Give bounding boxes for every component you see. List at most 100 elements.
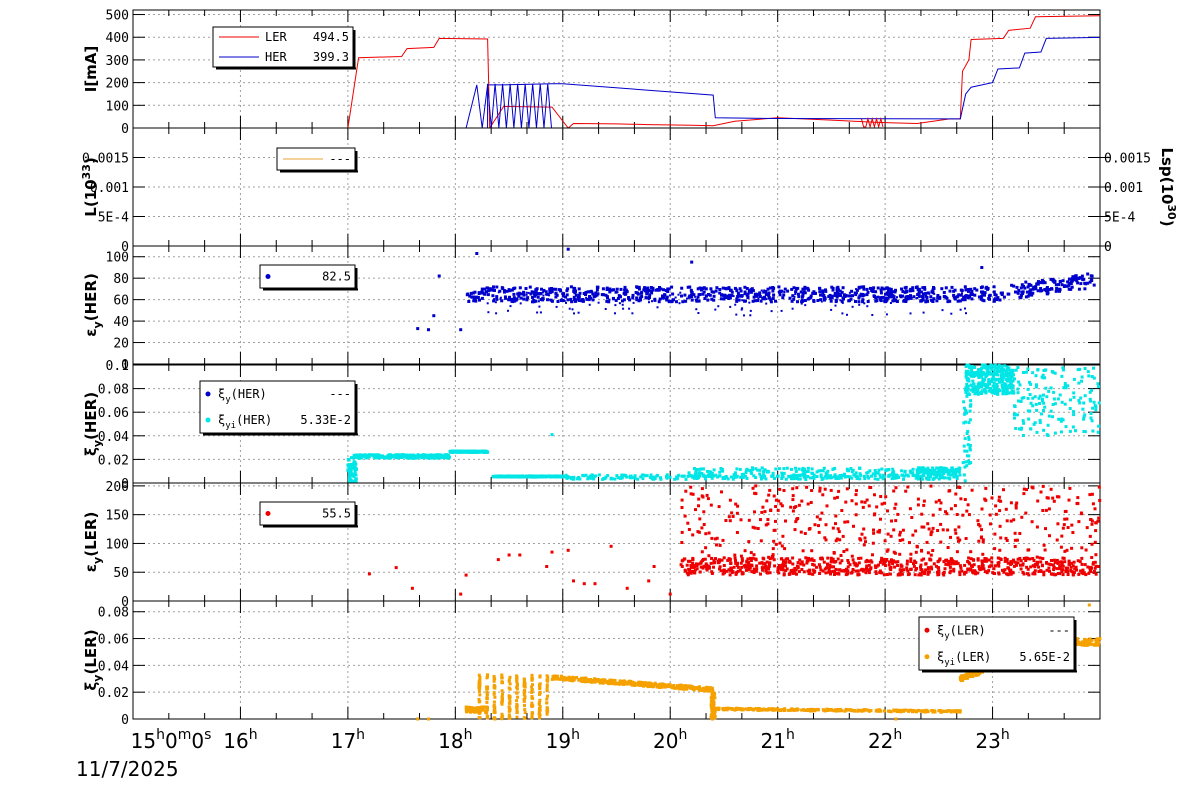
xi-her-point — [991, 368, 994, 371]
emit-ler-point — [792, 569, 795, 572]
emit-ler-point — [710, 537, 713, 540]
xi-her-point — [745, 469, 748, 472]
xi-her-point — [957, 471, 960, 474]
xi-her-point — [866, 475, 869, 478]
emit-ler-point — [859, 557, 862, 560]
legend-value: 82.5 — [322, 270, 351, 284]
emit-her-point — [589, 304, 591, 306]
emit-ler-point — [937, 566, 940, 569]
xi-her-point — [988, 373, 991, 376]
xi-her-point — [942, 467, 945, 470]
xi-her-point — [973, 392, 976, 395]
emit-ler-point — [873, 512, 876, 515]
emit-her-point — [718, 292, 721, 295]
xi-her-point — [896, 475, 899, 478]
xi-her-point — [1090, 389, 1093, 392]
emit-ler-point — [1062, 573, 1065, 576]
emit-her-point — [591, 291, 593, 293]
emit-ler-point — [748, 557, 751, 560]
emit-ler-point — [734, 503, 737, 506]
xi-her-point — [1011, 370, 1014, 373]
emit-ler-point — [696, 567, 699, 570]
emit-ler-point — [893, 551, 896, 554]
emit-ler-point — [1014, 532, 1017, 535]
emit-ler-point — [906, 486, 909, 489]
emit-her-point — [1075, 279, 1078, 282]
emit-ler-point — [1048, 507, 1051, 510]
xi-her-point — [786, 467, 789, 470]
emit-ler-point — [948, 489, 951, 492]
xi-ler-point — [531, 704, 534, 707]
xi-her-point — [984, 364, 987, 367]
emit-her-point — [680, 287, 683, 290]
xi-ler-point — [524, 711, 527, 714]
emit-ler-point — [912, 562, 915, 565]
emit-her-point — [958, 294, 960, 296]
emit-ler-point — [1063, 560, 1066, 563]
emit-her-point — [609, 299, 611, 301]
emit-ler-point — [931, 530, 934, 533]
emit-ler-point — [723, 564, 726, 567]
emit-her-point — [1055, 290, 1058, 293]
xi-her-point — [968, 366, 971, 369]
xi-her-point — [968, 462, 971, 465]
emit-her-point — [843, 295, 845, 297]
emit-her-point — [993, 285, 996, 288]
xi-ler-point — [478, 674, 481, 677]
emit-ler-point — [545, 565, 548, 568]
emit-ler-point — [967, 561, 970, 564]
xi-her-point — [1084, 394, 1087, 397]
emit-her-point — [789, 297, 792, 300]
xi-her-point — [718, 474, 721, 477]
emit-her-point — [772, 287, 775, 290]
emit-her-point — [741, 309, 743, 311]
emit-her-point — [663, 294, 665, 296]
emit-her-point — [495, 298, 498, 301]
emit-her-point — [824, 297, 827, 300]
xi-her-point — [921, 478, 924, 481]
emit-ler-point — [697, 504, 700, 507]
xi-ler-point — [508, 702, 511, 705]
emit-her-point — [1079, 282, 1082, 285]
y-tick-label: 400 — [106, 31, 129, 46]
xi-her-point — [1054, 402, 1057, 405]
xi-her-point — [1064, 385, 1067, 388]
emit-ler-point — [688, 570, 691, 573]
emit-ler-point — [768, 489, 771, 492]
xi-her-point — [995, 383, 998, 386]
emit-her-point — [549, 299, 551, 301]
xi-ler-point — [531, 695, 534, 698]
emit-her-point — [887, 293, 890, 296]
y-tick-label-right: 5E-4 — [1104, 211, 1135, 226]
emit-her-point — [774, 300, 777, 303]
xi-her-point — [1065, 425, 1068, 428]
emit-ler-point — [1077, 573, 1080, 576]
emit-ler-point — [1092, 502, 1095, 505]
emit-her-point — [537, 296, 540, 299]
emit-ler-point — [856, 573, 859, 576]
emit-ler-point — [684, 569, 687, 572]
xi-her-point — [928, 472, 931, 475]
xi-her-point — [1013, 377, 1016, 380]
xi-her-point — [1069, 407, 1072, 410]
emit-ler-point — [998, 549, 1001, 552]
y-tick-label: 0.06 — [98, 633, 129, 648]
xi-her-point — [1028, 410, 1031, 413]
xi-her-point — [887, 475, 890, 478]
xi-her-point — [530, 475, 533, 478]
emit-ler-point — [1056, 567, 1059, 570]
xi-her-point — [971, 380, 974, 383]
emit-ler-point — [1065, 518, 1068, 521]
emit-ler-point — [754, 527, 757, 530]
emit-her-point — [1059, 280, 1062, 283]
emit-her-point — [698, 293, 701, 296]
emit-ler-point — [977, 523, 980, 526]
emit-ler-point — [1070, 524, 1073, 527]
xi-her-point — [758, 473, 761, 476]
xi-her-point — [1022, 396, 1025, 399]
emit-ler-point — [1072, 564, 1075, 567]
emit-ler-point — [729, 567, 732, 570]
xi-her-point — [834, 475, 837, 478]
xi-her-point — [748, 469, 751, 472]
xi-ler-point — [546, 679, 549, 682]
